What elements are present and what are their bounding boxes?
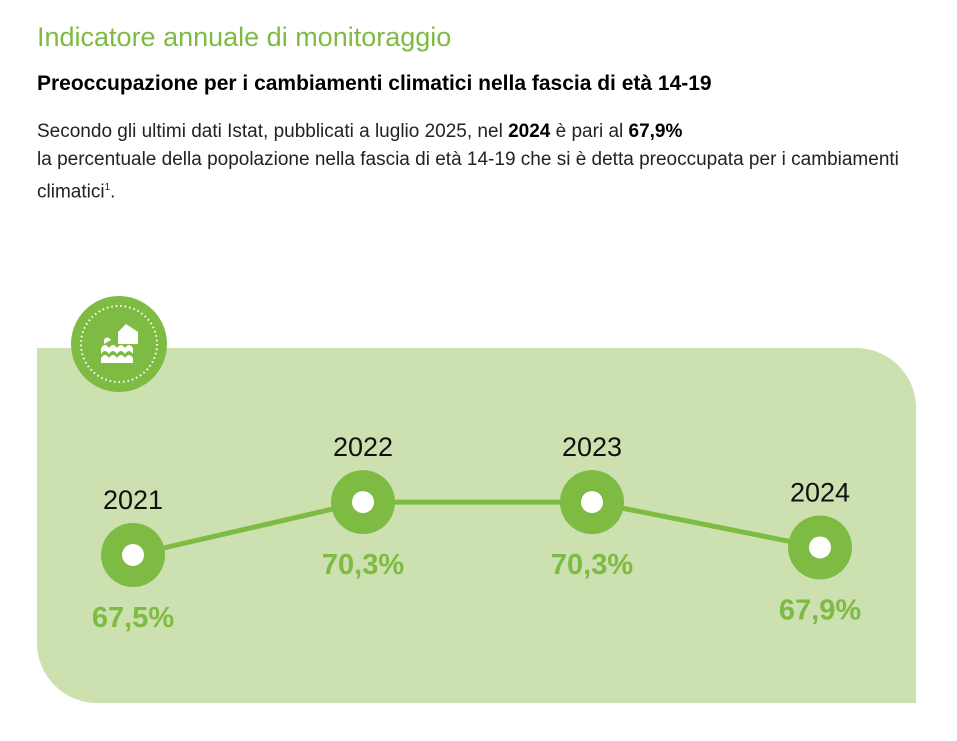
intro-value: 67,9% [628,121,683,142]
intro-year: 2024 [508,121,551,142]
intro-part: è pari al [550,121,629,142]
value-label: 67,5% [92,602,174,634]
data-point-center [352,491,374,514]
year-label: 2023 [562,432,622,462]
intro-text: Secondo gli ultimi dati Istat, pubblicat… [37,118,917,206]
flood-house-icon [71,296,167,392]
kicker-title: Indicatore annuale di monitoraggio [37,22,452,52]
value-label: 70,3% [322,549,404,581]
series-line [132,499,821,558]
page-title: Preoccupazione per i cambiamenti climati… [37,72,712,95]
intro-part: . [110,181,116,203]
intro-part: la percentuale della popolazione nella f… [37,149,899,203]
year-label: 2022 [333,432,393,462]
value-label: 70,3% [551,549,633,581]
chart-panel [37,348,916,703]
data-point-center [581,491,603,514]
data-point-center [809,536,831,559]
value-label: 67,9% [779,594,861,626]
year-label: 2024 [790,477,850,507]
data-point-center [122,544,144,566]
footnote-ref: 1 [104,182,111,193]
year-label: 2021 [103,485,163,515]
intro-part: Secondo gli ultimi dati Istat, pubblicat… [37,121,509,142]
